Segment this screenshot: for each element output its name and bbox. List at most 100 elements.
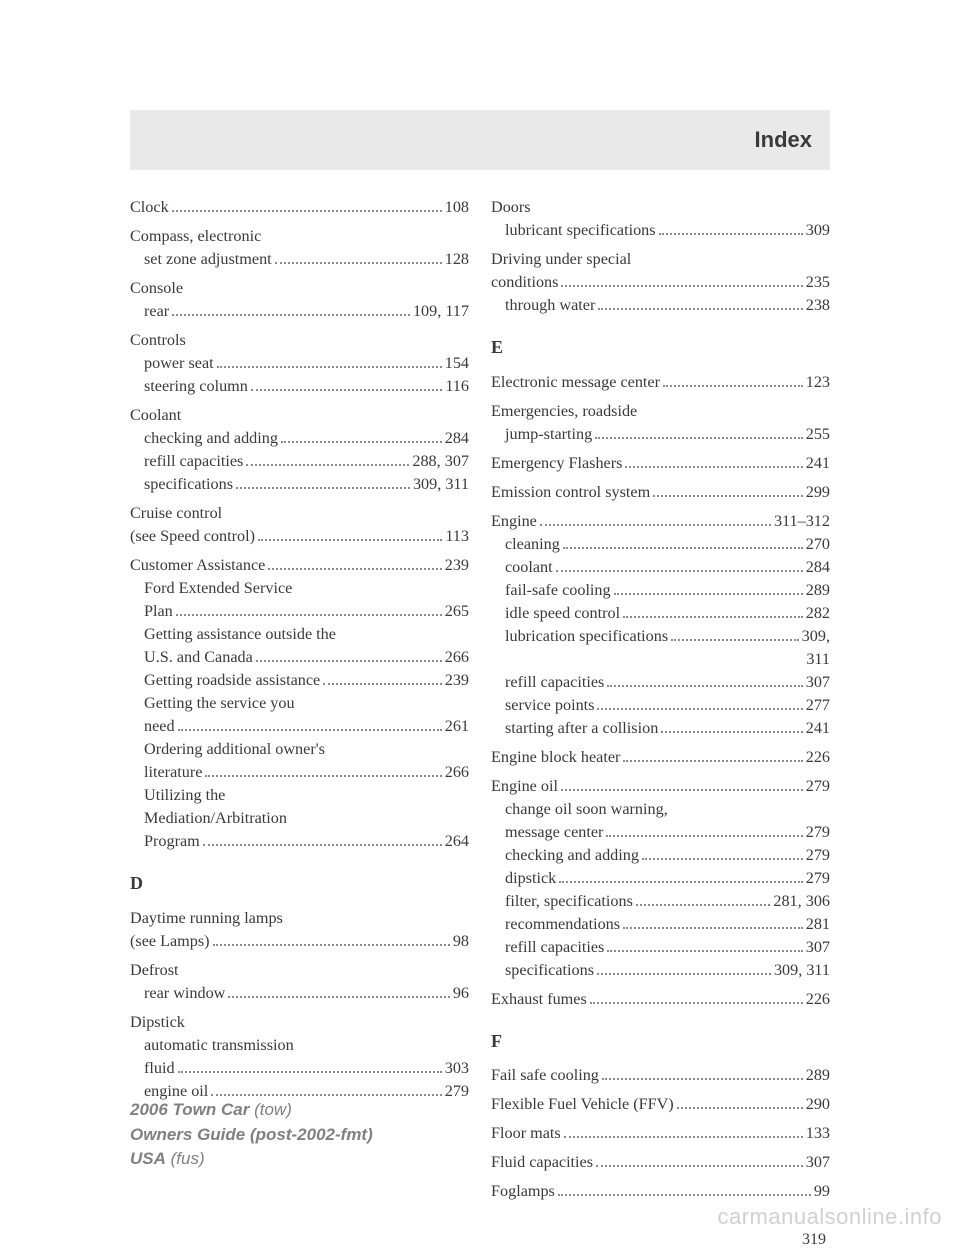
index-entry: Dipstickautomatic transmissionfluid303en… <box>130 1011 469 1103</box>
leader-dots <box>258 539 442 541</box>
index-page: 279 <box>806 844 830 867</box>
index-entry: Engine311–312cleaning270coolant284fail-s… <box>491 510 830 740</box>
index-page: 311–312 <box>774 510 830 533</box>
index-subentry: literature266 <box>130 761 469 784</box>
index-page: 116 <box>445 375 469 398</box>
index-line: (see Speed control)113 <box>130 525 469 548</box>
index-label: Clock <box>130 196 169 219</box>
leader-dots <box>614 593 803 595</box>
index-page: 299 <box>806 481 830 504</box>
index-column-right: Doorslubricant specifications309Driving … <box>491 196 830 1209</box>
index-page: 255 <box>806 423 830 446</box>
index-line: Defrost <box>130 959 469 982</box>
index-label: (see Lamps) <box>130 930 210 953</box>
index-page: 241 <box>806 717 830 740</box>
index-label: Utilizing the <box>144 784 225 807</box>
index-label: set zone adjustment <box>144 248 272 271</box>
index-line: Coolant <box>130 404 469 427</box>
index-page: 109, 117 <box>413 300 469 323</box>
leader-dots <box>677 1107 803 1109</box>
index-page: 288, 307 <box>412 450 469 473</box>
leader-dots <box>561 789 803 791</box>
index-page: 307 <box>806 936 830 959</box>
index-subentry: lubrication specifications309, <box>491 625 830 648</box>
index-page: 279 <box>806 867 830 890</box>
index-subentry: filter, specifications281, 306 <box>491 890 830 913</box>
index-page: 289 <box>806 579 830 602</box>
index-label: lubricant specifications <box>505 219 656 242</box>
index-line: Controls <box>130 329 469 352</box>
leader-dots <box>203 844 442 846</box>
index-subentry: Getting assistance outside the <box>130 623 469 646</box>
index-label: Cruise control <box>130 502 222 525</box>
index-label: Driving under special <box>491 248 631 271</box>
index-entry: Coolantchecking and adding284refill capa… <box>130 404 469 496</box>
index-line: Engine block heater226 <box>491 746 830 769</box>
index-label: Plan <box>144 600 173 623</box>
index-subentry: Mediation/Arbitration <box>130 807 469 830</box>
index-label: power seat <box>144 352 214 375</box>
leader-dots <box>275 262 442 264</box>
index-line: conditions235 <box>491 271 830 294</box>
leader-dots <box>623 927 803 929</box>
leader-dots <box>642 858 803 860</box>
index-entry: Foglamps99 <box>491 1180 830 1203</box>
index-line: Engine311–312 <box>491 510 830 533</box>
index-label: service points <box>505 694 594 717</box>
index-entry: Consolerear109, 117 <box>130 277 469 323</box>
leader-dots <box>590 1002 803 1004</box>
index-entry: Daytime running lamps(see Lamps)98 <box>130 907 469 953</box>
footer-line-2: Owners Guide (post-2002-fmt) <box>130 1123 373 1148</box>
index-subentry: Ordering additional owner's <box>130 738 469 761</box>
index-letter: F <box>491 1029 830 1055</box>
index-subentry: service points 277 <box>491 694 830 717</box>
leader-dots <box>246 464 409 466</box>
index-label: Controls <box>130 329 186 352</box>
index-page: 99 <box>814 1180 830 1203</box>
index-label: fluid <box>144 1057 175 1080</box>
index-entry: Cruise control(see Speed control)113 <box>130 502 469 548</box>
page-content: Index Clock108Compass, electronicset zon… <box>130 110 830 1249</box>
index-label: checking and adding <box>505 844 639 867</box>
leader-dots <box>606 835 802 837</box>
watermark: carmanualsonline.info <box>717 1204 942 1230</box>
leader-dots <box>236 487 410 489</box>
index-label: lubrication specifications <box>505 625 668 648</box>
index-page: 277 <box>806 694 830 717</box>
index-label: Flexible Fuel Vehicle (FFV) <box>491 1093 674 1116</box>
index-entry: Emission control system299 <box>491 481 830 504</box>
index-subentry: lubricant specifications309 <box>491 219 830 242</box>
index-subentry: idle speed control282 <box>491 602 830 625</box>
index-entry: Emergency Flashers241 <box>491 452 830 475</box>
leader-dots <box>598 308 802 310</box>
index-label: Dipstick <box>130 1011 185 1034</box>
leader-dots <box>205 775 441 777</box>
index-label: Compass, electronic <box>130 225 261 248</box>
index-line: Floor mats133 <box>491 1122 830 1145</box>
index-label: change oil soon warning, <box>505 798 668 821</box>
index-label: Coolant <box>130 404 181 427</box>
leader-dots <box>661 731 802 733</box>
leader-dots <box>653 495 803 497</box>
index-subentry: change oil soon warning, <box>491 798 830 821</box>
index-page: 98 <box>453 930 469 953</box>
index-page: 241 <box>806 452 830 475</box>
leader-dots <box>178 1071 442 1073</box>
leader-dots <box>251 389 442 391</box>
index-label: Exhaust fumes <box>491 988 587 1011</box>
index-entry: Fail safe cooling289 <box>491 1064 830 1087</box>
index-line: Clock108 <box>130 196 469 219</box>
index-page: 154 <box>445 352 469 375</box>
index-subentry: rear109, 117 <box>130 300 469 323</box>
leader-dots <box>211 1094 441 1096</box>
index-subentry: jump-starting255 <box>491 423 830 446</box>
leader-dots <box>323 683 442 685</box>
leader-dots <box>563 547 803 549</box>
index-entry: Defrostrear window96 <box>130 959 469 1005</box>
index-entry: Clock108 <box>130 196 469 219</box>
index-page: 303 <box>445 1057 469 1080</box>
leader-dots <box>564 1136 803 1138</box>
index-page-continuation: 311 <box>491 648 830 671</box>
index-label: refill capacities <box>505 671 604 694</box>
index-subentry: coolant284 <box>491 556 830 579</box>
